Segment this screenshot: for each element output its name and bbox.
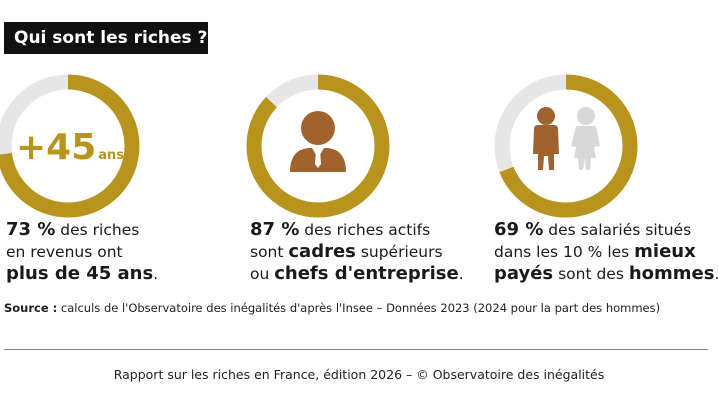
donut-svg-gender xyxy=(494,74,638,218)
footer-credit: Rapport sur les riches en France, éditio… xyxy=(113,367,605,382)
man-icon xyxy=(533,107,559,170)
caption-gender: 69 % des salariés situés dans les 10 % l… xyxy=(494,219,718,284)
executive-icon xyxy=(290,111,346,172)
donut-arc-69 xyxy=(494,74,638,218)
donut-chart-executives xyxy=(238,66,398,226)
page-title: Qui sont les riches ? xyxy=(14,28,208,48)
woman-icon xyxy=(571,107,600,170)
donut-chart-gender xyxy=(486,66,646,226)
title-box: Qui sont les riches ? xyxy=(4,22,208,54)
donut-arc-87 xyxy=(246,74,390,218)
source-note: Source : calculs de l'Observatoire des i… xyxy=(4,301,661,315)
donut-chart-age: +45 ans xyxy=(0,66,148,226)
donut-arc-73 xyxy=(0,74,140,218)
donut-svg-executives xyxy=(246,74,390,218)
divider xyxy=(4,349,708,350)
caption-age: 73 % des riches en revenus ont plus de 4… xyxy=(6,219,159,284)
age-45-plus-icon: +45 ans xyxy=(16,127,124,168)
caption-executives: 87 % des riches actifs sont cadres supér… xyxy=(250,219,464,284)
donut-svg-age: +45 ans xyxy=(0,74,140,218)
